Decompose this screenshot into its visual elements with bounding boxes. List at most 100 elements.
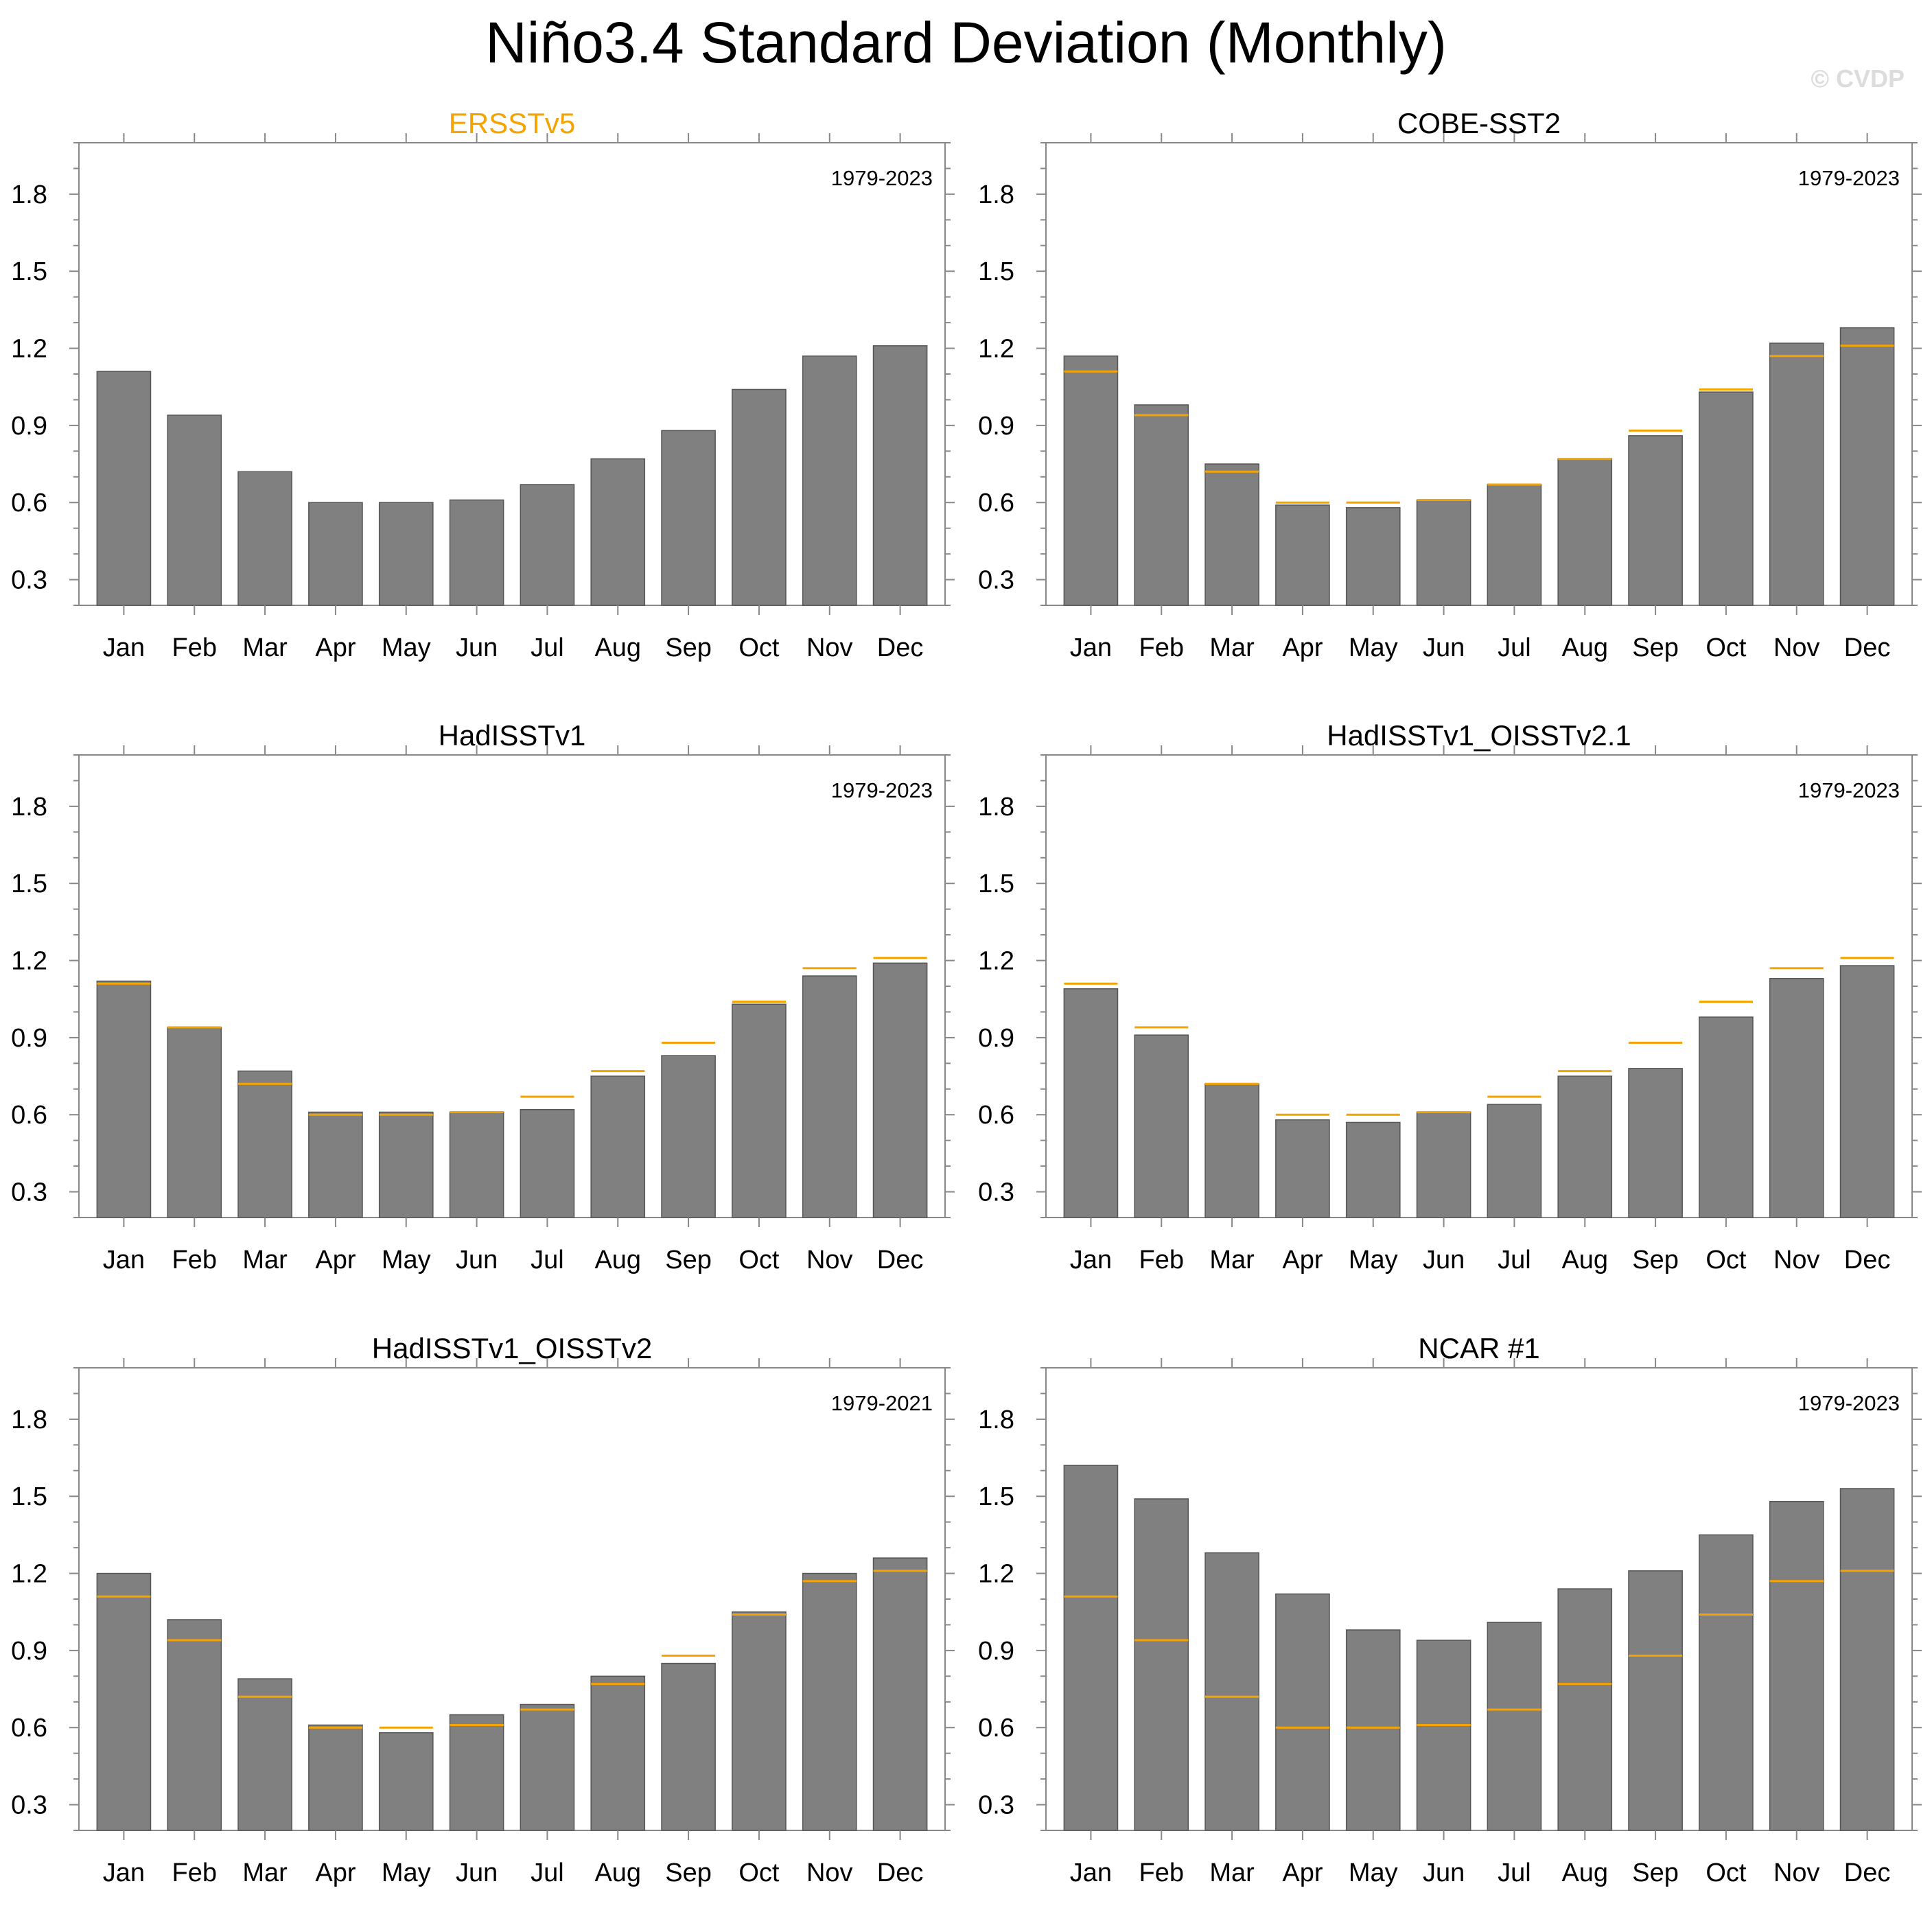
bar xyxy=(1204,1083,1259,1218)
x-tick-label: Nov xyxy=(1773,1246,1820,1274)
panel-title: HadISSTv1_OISSTv2.1 xyxy=(1327,719,1631,752)
x-tick-label: Oct xyxy=(738,633,780,662)
bar xyxy=(520,484,575,606)
bar xyxy=(1628,1068,1683,1218)
x-tick-label: Jun xyxy=(456,1859,498,1887)
bar xyxy=(520,1108,575,1218)
y-tick-label: 0.9 xyxy=(978,412,1014,441)
x-tick-label: Sep xyxy=(1632,1246,1679,1274)
bar xyxy=(661,1662,716,1831)
x-tick-label: Feb xyxy=(1139,1859,1184,1887)
bar xyxy=(661,1055,716,1218)
x-tick-label: Feb xyxy=(172,633,217,662)
x-tick-label: Jul xyxy=(531,1859,564,1887)
bar xyxy=(378,1111,434,1218)
bar xyxy=(732,1003,787,1218)
y-tick-label: 1.8 xyxy=(11,180,47,209)
y-tick-label: 0.6 xyxy=(978,1714,1014,1743)
bar xyxy=(308,502,363,606)
bar xyxy=(1063,988,1119,1218)
y-tick-label: 0.3 xyxy=(978,1178,1014,1207)
x-tick-label: May xyxy=(382,633,431,662)
bar xyxy=(1416,1111,1471,1218)
x-tick-label: Sep xyxy=(665,1859,712,1887)
figure-title: Niño3.4 Standard Deviation (Monthly) xyxy=(485,10,1447,75)
bar xyxy=(167,1027,222,1218)
bar xyxy=(1063,356,1119,606)
bar xyxy=(1487,1104,1542,1218)
x-tick-label: Mar xyxy=(242,1859,288,1887)
x-tick-label: Jan xyxy=(1070,633,1112,662)
bar xyxy=(732,388,787,606)
chart-panel: ERSSTv5 0.3 0.6 0.9 1.2 1.5 1.8 1979-2023 Jan Feb… xyxy=(11,107,955,662)
x-tick-label: Oct xyxy=(1706,1859,1747,1887)
x-tick-label: Jul xyxy=(1498,1859,1531,1887)
y-tick-label: 1.5 xyxy=(978,1482,1014,1511)
bar xyxy=(1345,1629,1401,1831)
y-tick-label: 1.2 xyxy=(978,947,1014,976)
bar xyxy=(1628,1570,1683,1831)
bar xyxy=(1557,1075,1613,1218)
period-label: 1979-2023 xyxy=(1798,1391,1900,1415)
x-tick-label: May xyxy=(382,1859,431,1887)
x-tick-label: Jun xyxy=(456,1246,498,1274)
x-tick-label: Apr xyxy=(315,1246,356,1274)
x-tick-label: Dec xyxy=(1844,1246,1891,1274)
bar xyxy=(1699,391,1754,606)
x-tick-label: Oct xyxy=(1706,633,1747,662)
period-label: 1979-2023 xyxy=(831,166,933,190)
panel-title: COBE-SST2 xyxy=(1397,107,1561,139)
bar xyxy=(1699,1534,1754,1831)
panel-title: NCAR #1 xyxy=(1418,1332,1539,1364)
y-tick-label: 0.6 xyxy=(978,1101,1014,1130)
y-tick-label: 1.8 xyxy=(11,793,47,822)
y-tick-label: 1.8 xyxy=(978,1406,1014,1434)
bar xyxy=(520,1703,575,1831)
bar xyxy=(590,1075,646,1218)
x-tick-label: Jun xyxy=(1423,1859,1465,1887)
bar xyxy=(167,1619,222,1831)
x-tick-label: Jan xyxy=(103,1246,145,1274)
bar xyxy=(802,356,857,606)
x-tick-label: Aug xyxy=(1561,1859,1608,1887)
x-tick-label: Dec xyxy=(877,1859,924,1887)
bar xyxy=(1839,965,1895,1218)
bar xyxy=(661,430,716,606)
x-tick-label: Aug xyxy=(594,1246,641,1274)
bar xyxy=(1557,1588,1613,1831)
bar xyxy=(1487,484,1542,606)
x-tick-label: Jun xyxy=(456,633,498,662)
x-tick-label: Aug xyxy=(1561,633,1608,662)
x-tick-label: Jan xyxy=(103,1859,145,1887)
chart-panel: HadISSTv1 0.3 0.6 0.9 1.2 1.5 1.8 1979-2023 Jan F… xyxy=(11,719,955,1274)
x-tick-label: Jan xyxy=(1070,1859,1112,1887)
bar xyxy=(167,415,222,606)
x-tick-label: Mar xyxy=(1209,1859,1255,1887)
x-tick-label: Apr xyxy=(315,633,356,662)
bar xyxy=(1275,504,1330,606)
bar xyxy=(449,1714,504,1831)
y-tick-label: 1.8 xyxy=(11,1406,47,1434)
bar xyxy=(1416,1640,1471,1831)
x-tick-label: Apr xyxy=(315,1859,356,1887)
y-tick-label: 0.3 xyxy=(978,566,1014,595)
bar xyxy=(802,975,857,1218)
x-tick-label: Apr xyxy=(1282,1859,1323,1887)
bar xyxy=(1275,1593,1330,1831)
x-tick-label: Dec xyxy=(877,633,924,662)
bar xyxy=(378,1732,434,1831)
y-tick-label: 1.2 xyxy=(11,947,47,976)
x-tick-label: Nov xyxy=(1773,633,1820,662)
y-tick-label: 1.8 xyxy=(978,793,1014,822)
cvdp-watermark: © CVDP xyxy=(1811,65,1905,93)
y-tick-label: 0.9 xyxy=(11,1637,47,1666)
x-tick-label: Nov xyxy=(806,1246,853,1274)
y-tick-label: 0.3 xyxy=(11,1178,47,1207)
bar xyxy=(1416,499,1471,606)
y-tick-label: 0.6 xyxy=(11,1714,47,1743)
period-label: 1979-2023 xyxy=(1798,778,1900,802)
period-label: 1979-2023 xyxy=(1798,166,1900,190)
bar xyxy=(1345,506,1401,606)
